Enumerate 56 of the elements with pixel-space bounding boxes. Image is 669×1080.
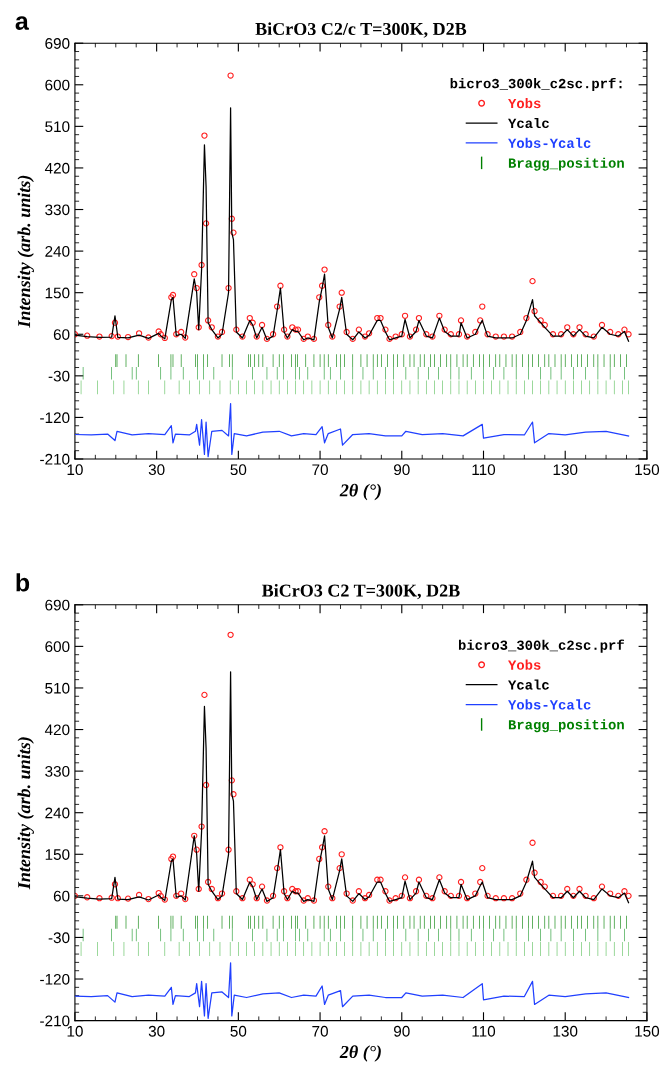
x-tick-label: 10 — [67, 1025, 83, 1037]
x-tick-label: 110 — [472, 464, 496, 476]
x-tick-label: 50 — [230, 1025, 247, 1037]
text: a — [15, 16, 29, 30]
y-tick-label: 510 — [45, 121, 70, 133]
x-tick-label: 30 — [148, 1025, 165, 1037]
x-tick-label: 150 — [635, 1025, 660, 1037]
y-axis-title: Intensity (arb. units) — [17, 737, 34, 890]
legend-label: Bragg_position — [508, 719, 624, 733]
y-tick-label: 420 — [44, 162, 70, 174]
y-tick-label: 60 — [53, 329, 70, 340]
y-tick-label: -210 — [40, 1015, 70, 1027]
y-tick-label: -210 — [40, 453, 70, 465]
legend-label: Bragg_position — [508, 157, 624, 171]
legend-label: Yobs — [508, 659, 541, 670]
legend-label: Yobs-Ycalc — [508, 137, 591, 148]
y-tick-label: 330 — [45, 204, 70, 216]
y-tick-label: -120 — [40, 973, 70, 985]
x-tick-label: 150 — [635, 464, 660, 476]
x-tick-label: 70 — [312, 464, 328, 476]
x-tick-label: 30 — [148, 464, 165, 476]
y-tick-label: 690 — [45, 599, 70, 611]
x-tick-label: 10 — [67, 464, 83, 476]
text: b — [16, 573, 30, 592]
y-axis-title: Intensity (arb. units) — [17, 175, 34, 328]
x-tick-label: 130 — [553, 1025, 578, 1037]
y-tick-label: 510 — [45, 682, 70, 694]
y-tick-label: 240 — [45, 245, 70, 257]
legend-label: Ycalc — [508, 679, 549, 690]
y-tick-label: 240 — [45, 807, 70, 819]
legend-title: bicro3_300k_c2sc.prf: — [450, 77, 622, 92]
x-tick-label: 90 — [394, 1025, 410, 1037]
legend-label: Yobs-Ycalc — [508, 699, 591, 710]
x-axis-title: 2θ (°) — [339, 1045, 381, 1062]
y-tick-label: 330 — [45, 765, 70, 777]
chart-title: BiCrO3 C2 T=300K, D2B — [261, 583, 460, 600]
y-tick-label: 690 — [45, 38, 70, 49]
y-tick-label: 600 — [45, 79, 70, 91]
x-tick-label: 110 — [472, 1025, 496, 1037]
y-tick-label: 150 — [45, 287, 70, 299]
x-tick-label: 50 — [230, 464, 247, 476]
legend-label: Ycalc — [508, 117, 549, 129]
legend-title: bicro3_300k_c2sc.prf — [458, 639, 624, 653]
chart-title: BiCrO3 C2/c T=300K, D2B — [255, 22, 467, 38]
x-tick-label: 70 — [312, 1025, 328, 1037]
y-tick-label: 150 — [45, 849, 70, 860]
y-tick-label: -120 — [40, 412, 70, 424]
y-tick-label: -30 — [48, 370, 70, 382]
y-tick-label: 600 — [45, 641, 70, 653]
x-tick-label: 130 — [553, 464, 578, 476]
y-tick-label: 420 — [44, 724, 70, 736]
legend-label: Yobs — [508, 97, 541, 109]
x-tick-label: 90 — [394, 464, 410, 476]
y-tick-label: 60 — [53, 890, 70, 902]
x-axis-title: 2θ (°) — [339, 483, 381, 501]
y-tick-label: -30 — [48, 932, 70, 944]
